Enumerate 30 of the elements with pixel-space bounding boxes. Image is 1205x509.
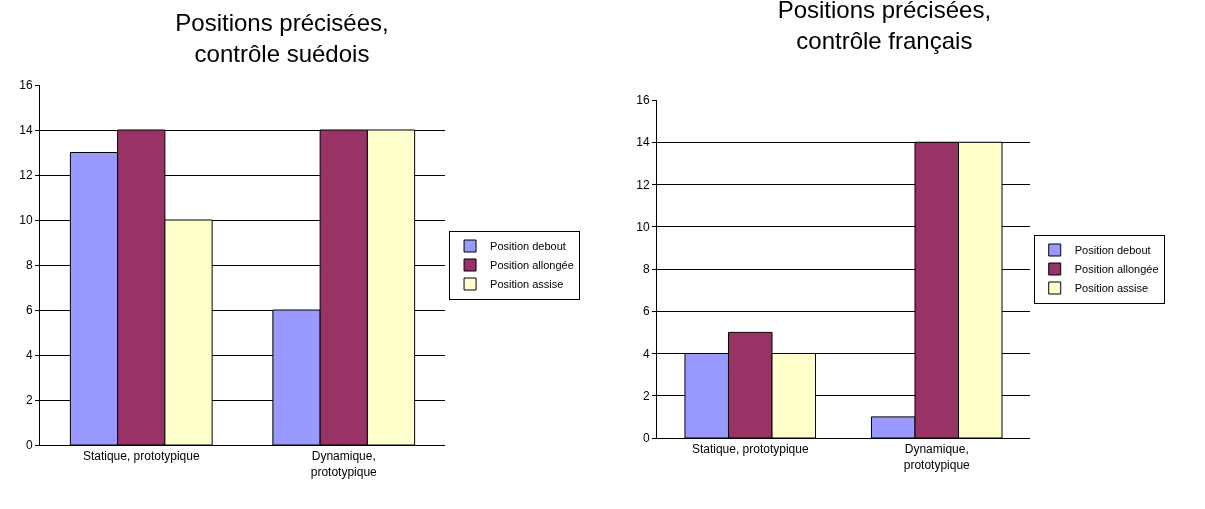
legend-label: Position debout bbox=[1074, 244, 1151, 257]
y-tick-label: 10 bbox=[636, 219, 650, 234]
y-tick-label: 14 bbox=[19, 123, 33, 138]
y-tick-label: 0 bbox=[642, 431, 650, 446]
y-tick-label: 2 bbox=[25, 393, 33, 408]
y-tick-label: 4 bbox=[25, 348, 33, 363]
y-tick-label: 16 bbox=[636, 93, 650, 108]
chart-title: Positions précisées, contrôle suédois bbox=[175, 8, 389, 67]
y-tick-label: 6 bbox=[25, 303, 33, 318]
legend-label: Position debout bbox=[490, 240, 566, 253]
y-tick-label: 10 bbox=[19, 213, 33, 228]
x-tick-label: Dynamique, prototypique bbox=[310, 449, 378, 479]
legend-label: Position allongée bbox=[1074, 263, 1159, 276]
legend-label: Position assise bbox=[1074, 282, 1149, 295]
y-tick-label: 16 bbox=[19, 78, 33, 93]
y-tick-label: 8 bbox=[642, 262, 650, 277]
chart-title: Positions précisées, contrôle français bbox=[777, 0, 992, 55]
y-tick-label: 12 bbox=[636, 177, 650, 192]
y-tick-label: 14 bbox=[636, 135, 650, 150]
x-tick-label: Dynamique, prototypique bbox=[903, 442, 971, 472]
y-tick-label: 4 bbox=[642, 346, 650, 361]
legend-label: Position allongée bbox=[490, 259, 574, 272]
y-tick-label: 6 bbox=[642, 304, 650, 319]
y-tick-label: 0 bbox=[25, 438, 33, 453]
x-tick-label: Statique, prototypique bbox=[82, 449, 200, 464]
y-tick-label: 12 bbox=[19, 168, 33, 183]
legend-label: Position assise bbox=[490, 278, 564, 291]
y-tick-label: 8 bbox=[25, 258, 33, 273]
x-tick-label: Statique, prototypique bbox=[691, 442, 809, 457]
y-tick-label: 2 bbox=[642, 388, 650, 403]
